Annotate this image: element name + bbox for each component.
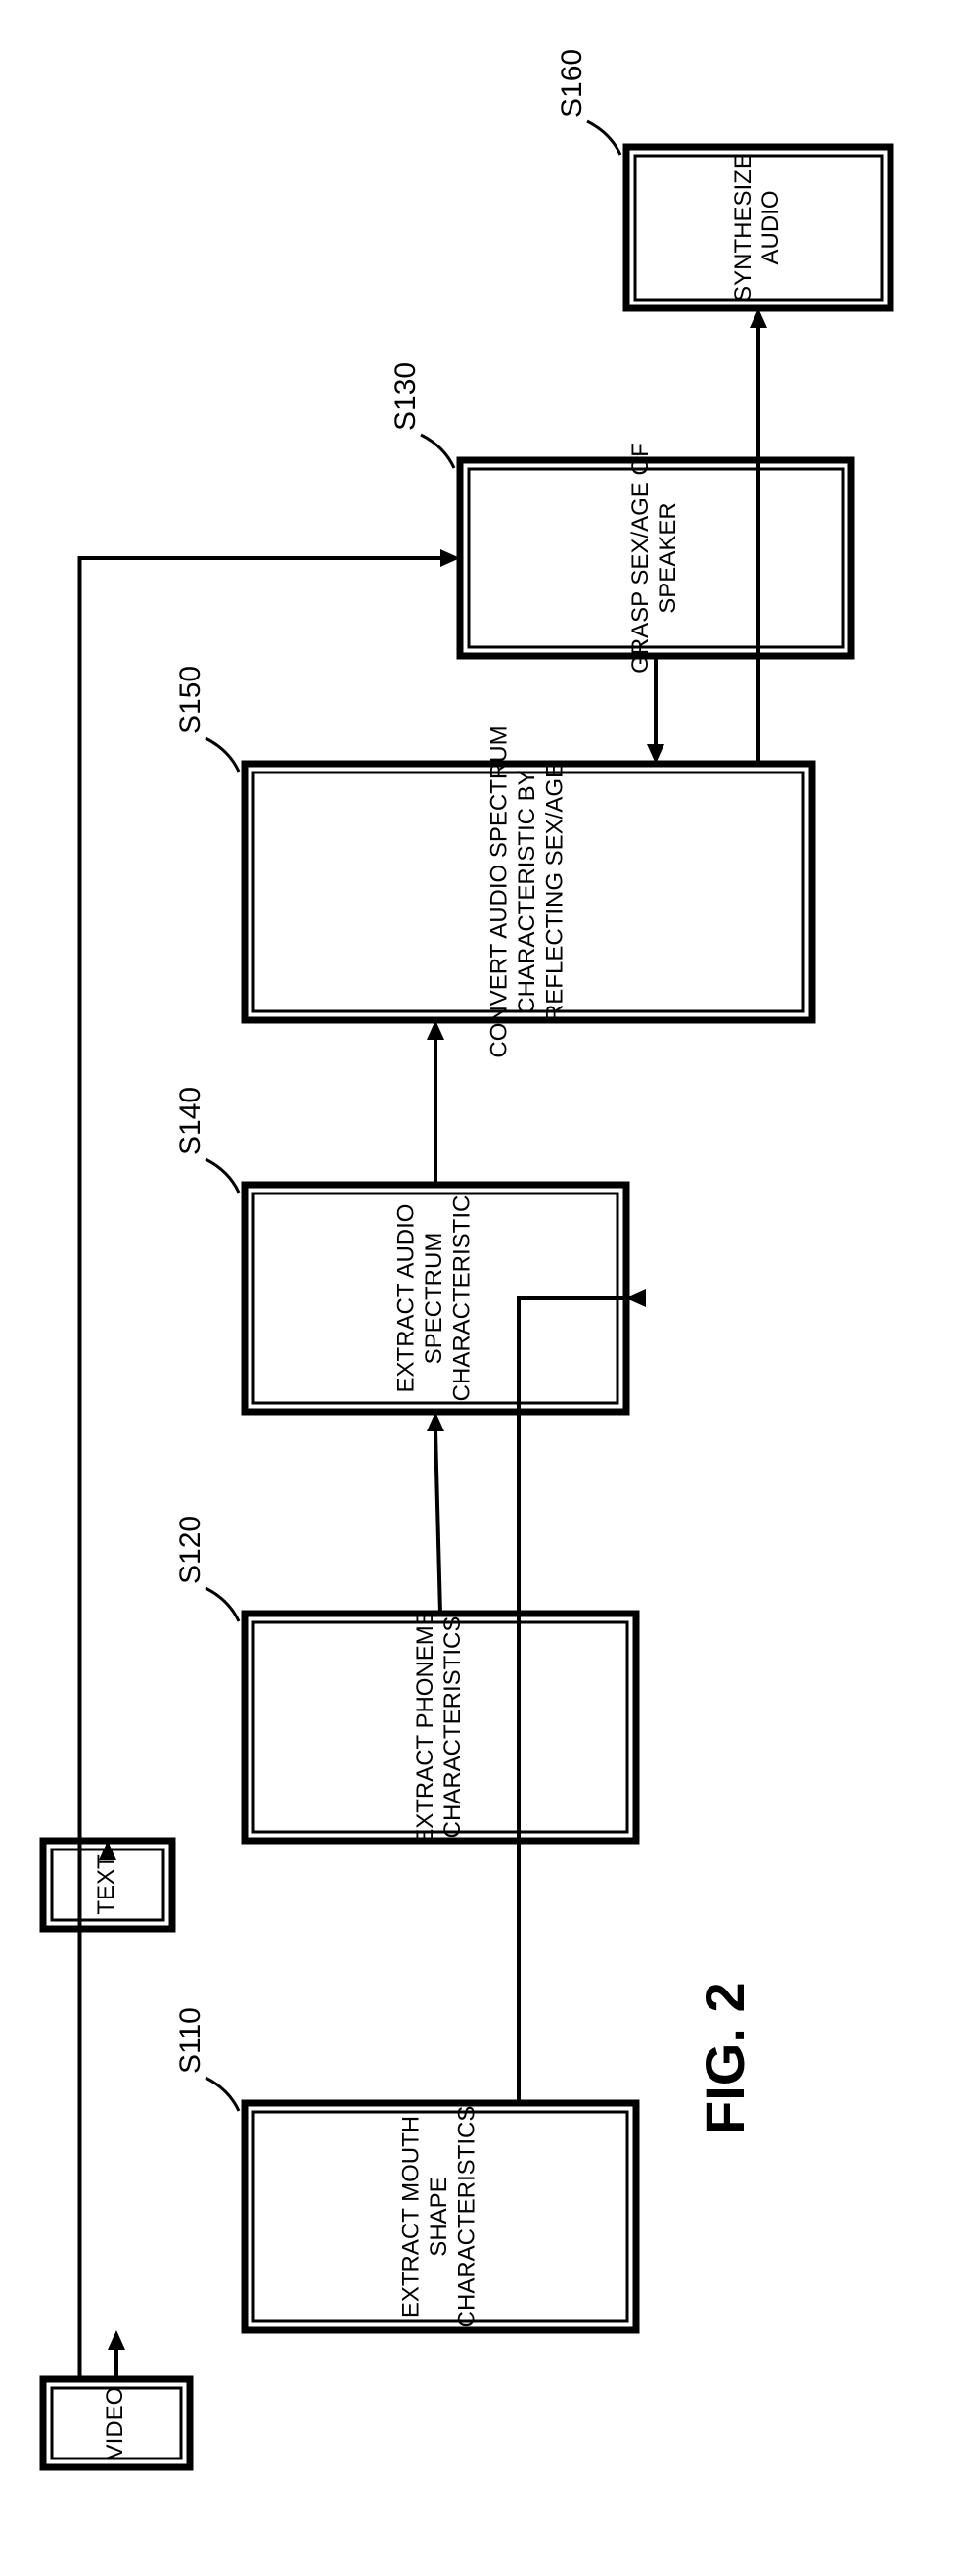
step-label-s130: S130 [389,362,422,431]
leader-s130 [421,435,454,468]
s150-label: CONVERT AUDIO SPECTRUMCHARACTERISTIC BYR… [486,726,569,1057]
leader-s120 [206,1588,239,1621]
leader-s140 [206,1159,239,1193]
leader-s110 [206,2078,239,2111]
figure-label: FIG. 2 [694,1982,755,2134]
video-label: VIDEO [102,2387,128,2460]
step-label-s160: S160 [556,49,588,117]
edge-s120-s140 [435,1431,440,1614]
step-label-s150: S150 [174,666,206,734]
step-label-s120: S120 [174,1516,206,1584]
step-label-s140: S140 [174,1087,206,1155]
leader-s160 [587,121,620,155]
arrowhead [108,2330,125,2350]
s120-label: EXTRACT PHONEMECHARACTERISTICS [412,1610,466,1845]
step-label-s110: S110 [174,2007,206,2074]
leader-s150 [206,738,239,772]
text-label: TEXT [93,1854,119,1915]
